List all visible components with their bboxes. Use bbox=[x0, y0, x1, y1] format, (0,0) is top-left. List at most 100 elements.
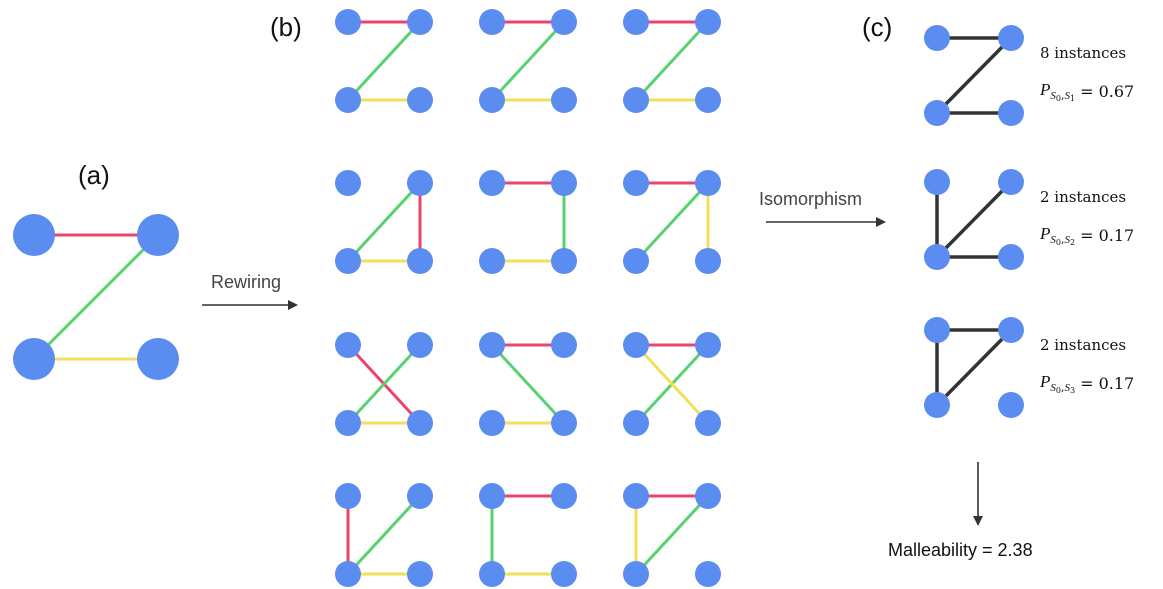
node-tr bbox=[695, 170, 721, 196]
rewired-graph-10 bbox=[335, 483, 433, 587]
rewired-graph-1 bbox=[335, 9, 433, 113]
node-tl bbox=[623, 483, 649, 509]
node-tr bbox=[551, 9, 577, 35]
node-bl bbox=[924, 244, 950, 270]
node-tl bbox=[623, 170, 649, 196]
instance-count: 2 instances bbox=[1040, 188, 1126, 206]
node-tl bbox=[623, 332, 649, 358]
rewired-graph-2 bbox=[479, 9, 577, 113]
probability-formula: PS0,S1 = 0.67 bbox=[1039, 80, 1134, 103]
node-bl bbox=[479, 410, 505, 436]
rewired-graph-7 bbox=[335, 332, 433, 436]
edge bbox=[935, 328, 1013, 407]
node-tr bbox=[551, 483, 577, 509]
node-tl bbox=[623, 9, 649, 35]
instance-count: 2 instances bbox=[1040, 336, 1126, 354]
node-br bbox=[551, 410, 577, 436]
node-bl bbox=[479, 248, 505, 274]
rewired-graph-4 bbox=[335, 170, 433, 274]
node-tr bbox=[407, 483, 433, 509]
node-bl bbox=[335, 87, 361, 113]
edge-green bbox=[634, 181, 710, 263]
original-graph bbox=[13, 214, 179, 380]
node-bl bbox=[335, 410, 361, 436]
node-tl bbox=[335, 483, 361, 509]
rewired-graph-8 bbox=[479, 332, 577, 436]
node-tl bbox=[335, 9, 361, 35]
edge-green bbox=[490, 343, 566, 425]
node-br bbox=[695, 248, 721, 274]
node-bl bbox=[924, 392, 950, 418]
rewired-graph-3 bbox=[623, 9, 721, 113]
node-br bbox=[551, 561, 577, 587]
node-bl bbox=[623, 248, 649, 274]
rewired-graphs-grid bbox=[335, 9, 721, 587]
node-br bbox=[695, 410, 721, 436]
isomorphism-classes: 8 instances PS0,S1 = 0.67 2 instances PS0,S2… bbox=[924, 25, 1134, 418]
node-br bbox=[695, 87, 721, 113]
node-tl bbox=[335, 170, 361, 196]
node-bl bbox=[335, 561, 361, 587]
isomorphism-class-1: 8 instances PS0,S1 = 0.67 bbox=[924, 25, 1134, 126]
node-br bbox=[407, 248, 433, 274]
node-tr bbox=[998, 317, 1024, 343]
probability-formula: PS0,S2 = 0.17 bbox=[1039, 224, 1134, 247]
node-br bbox=[551, 87, 577, 113]
rewired-graph-6 bbox=[623, 170, 721, 274]
edge-green bbox=[32, 233, 160, 361]
node-tr bbox=[407, 9, 433, 35]
node-tl bbox=[924, 25, 950, 51]
node-br bbox=[695, 561, 721, 587]
node-tr bbox=[998, 25, 1024, 51]
edge-green bbox=[634, 494, 710, 576]
node-bl bbox=[335, 248, 361, 274]
probability-formula: PS0,S3 = 0.17 bbox=[1039, 372, 1134, 395]
node-tl bbox=[479, 9, 505, 35]
node-bl bbox=[924, 100, 950, 126]
isomorphism-class-3: 2 instances PS0,S3 = 0.17 bbox=[924, 317, 1134, 418]
panel-b-label: (b) bbox=[270, 12, 302, 42]
isomorphism-arrow: Isomorphism bbox=[759, 189, 886, 227]
node-top-right bbox=[137, 214, 179, 256]
node-br bbox=[407, 561, 433, 587]
node-top-left bbox=[13, 214, 55, 256]
node-br bbox=[407, 87, 433, 113]
node-br bbox=[998, 100, 1024, 126]
panel-a-label: (a) bbox=[78, 160, 110, 190]
rewiring-label: Rewiring bbox=[211, 272, 281, 292]
node-tr bbox=[695, 332, 721, 358]
node-tl bbox=[479, 483, 505, 509]
node-br bbox=[998, 244, 1024, 270]
node-br bbox=[407, 410, 433, 436]
node-tr bbox=[551, 332, 577, 358]
rewired-graph-5 bbox=[479, 170, 577, 274]
node-tr bbox=[407, 332, 433, 358]
edge-green bbox=[490, 20, 566, 102]
node-tr bbox=[695, 483, 721, 509]
node-tl bbox=[924, 317, 950, 343]
edge bbox=[935, 180, 1013, 259]
rewired-graph-9 bbox=[623, 332, 721, 436]
panel-c-label: (c) bbox=[862, 12, 892, 42]
isomorphism-label: Isomorphism bbox=[759, 189, 862, 209]
node-tr bbox=[407, 170, 433, 196]
node-bottom-left bbox=[13, 338, 55, 380]
node-br bbox=[998, 392, 1024, 418]
node-bl bbox=[623, 87, 649, 113]
edge-green bbox=[346, 343, 422, 425]
rewired-graph-12 bbox=[623, 483, 721, 587]
edge bbox=[935, 36, 1013, 115]
node-tl bbox=[924, 169, 950, 195]
edge-green bbox=[634, 20, 710, 102]
rewiring-arrow: Rewiring bbox=[202, 272, 298, 310]
node-tl bbox=[479, 332, 505, 358]
node-bottom-right bbox=[137, 338, 179, 380]
edge-green bbox=[346, 181, 422, 263]
node-tr bbox=[551, 170, 577, 196]
node-tl bbox=[335, 332, 361, 358]
node-bl bbox=[623, 561, 649, 587]
node-tr bbox=[998, 169, 1024, 195]
instance-count: 8 instances bbox=[1040, 44, 1126, 62]
edge-green bbox=[346, 20, 422, 102]
